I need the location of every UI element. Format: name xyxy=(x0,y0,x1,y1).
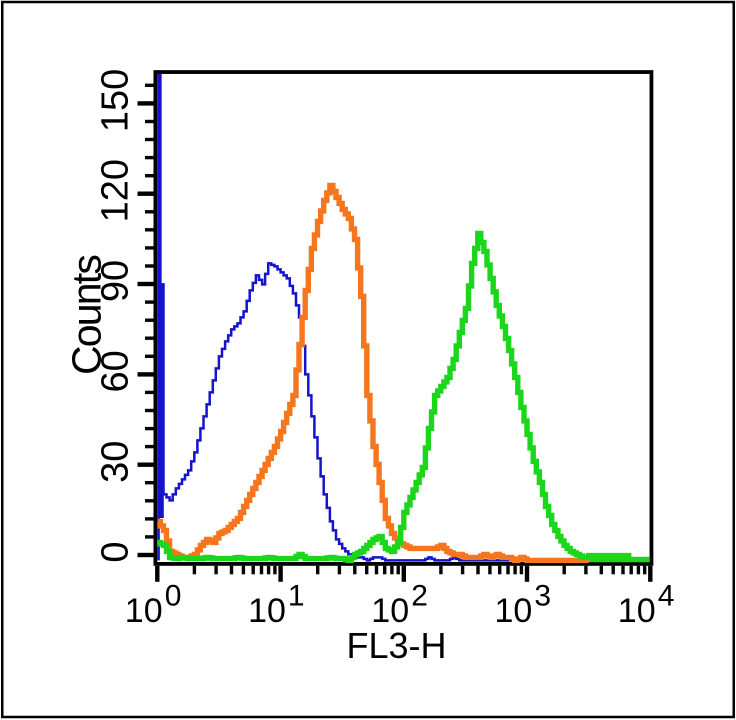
svg-text:120: 120 xyxy=(95,159,137,222)
svg-text:10: 10 xyxy=(618,592,656,630)
svg-text:30: 30 xyxy=(95,441,137,483)
svg-text:FL3-H: FL3-H xyxy=(346,625,446,666)
svg-text:4: 4 xyxy=(658,580,675,613)
svg-text:60: 60 xyxy=(95,350,137,392)
svg-text:10: 10 xyxy=(125,592,163,630)
svg-text:10: 10 xyxy=(248,592,286,630)
svg-text:10: 10 xyxy=(371,592,409,630)
svg-text:Counts: Counts xyxy=(64,255,110,375)
svg-text:1: 1 xyxy=(288,580,305,613)
svg-text:2: 2 xyxy=(411,580,428,613)
svg-text:10: 10 xyxy=(495,592,533,630)
svg-text:150: 150 xyxy=(95,69,137,132)
svg-text:0: 0 xyxy=(95,541,137,562)
svg-text:0: 0 xyxy=(165,580,182,613)
svg-text:90: 90 xyxy=(95,260,137,302)
svg-text:3: 3 xyxy=(534,580,551,613)
